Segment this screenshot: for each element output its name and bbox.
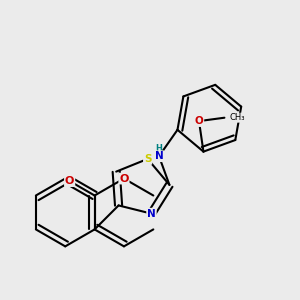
Text: S: S bbox=[144, 154, 152, 164]
Text: O: O bbox=[195, 116, 203, 126]
Text: O: O bbox=[65, 176, 74, 186]
Text: H: H bbox=[156, 144, 162, 153]
Text: O: O bbox=[119, 174, 129, 184]
Text: CH₃: CH₃ bbox=[230, 113, 245, 122]
Text: N: N bbox=[147, 208, 156, 219]
Text: N: N bbox=[154, 151, 164, 161]
